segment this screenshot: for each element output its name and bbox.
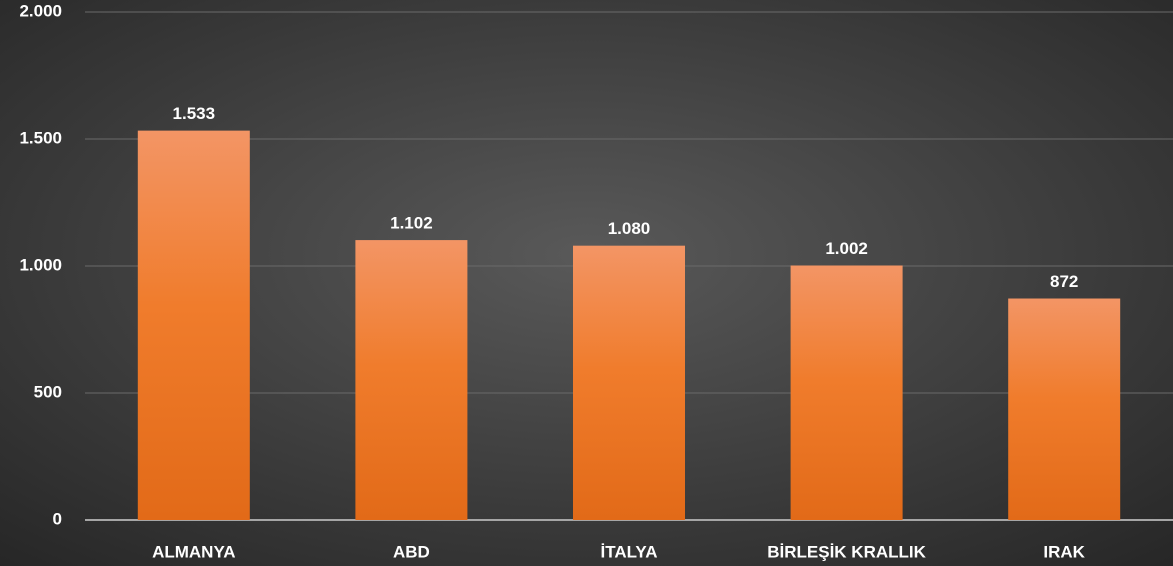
bar — [1008, 298, 1121, 520]
y-tick-label: 1.500 — [19, 128, 62, 147]
y-tick-label: 2.000 — [19, 1, 62, 20]
bar — [573, 245, 685, 520]
y-tick-label: 0 — [53, 509, 62, 528]
bar — [790, 265, 903, 520]
data-label: 1.080 — [608, 219, 651, 238]
data-label: 872 — [1050, 272, 1078, 291]
y-tick-label: 500 — [34, 382, 62, 401]
data-label: 1.533 — [173, 104, 216, 123]
y-tick-label: 1.000 — [19, 255, 62, 274]
bar — [355, 240, 468, 521]
data-label: 1.102 — [390, 214, 433, 233]
x-tick-label: BİRLEŞİK KRALLIK — [767, 542, 926, 561]
x-tick-label: ABD — [393, 542, 430, 561]
x-tick-label: IRAK — [1043, 542, 1085, 561]
x-tick-label: İTALYA — [600, 542, 657, 561]
x-tick-label: ALMANYA — [152, 542, 235, 561]
data-label: 1.002 — [825, 239, 868, 258]
bar — [137, 130, 250, 521]
